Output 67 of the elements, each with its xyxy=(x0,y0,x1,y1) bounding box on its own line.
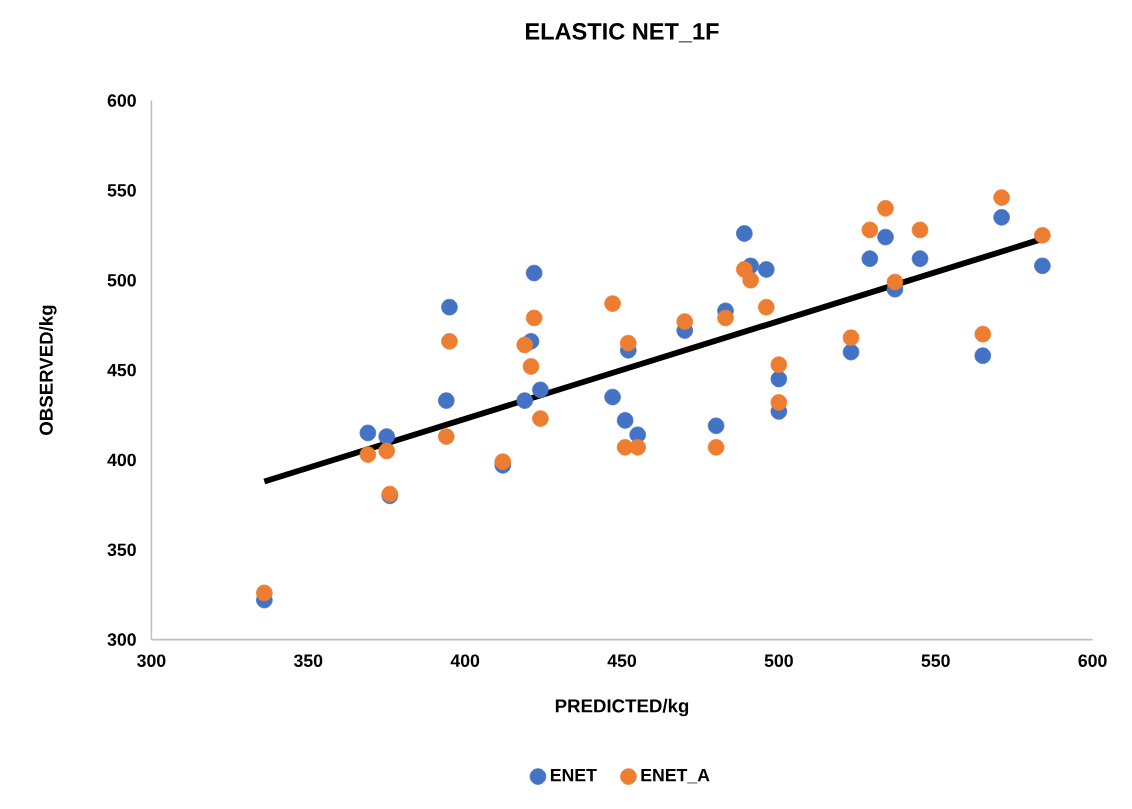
point xyxy=(770,394,788,411)
point xyxy=(438,392,455,409)
point xyxy=(861,250,879,267)
point xyxy=(629,438,646,456)
point xyxy=(974,347,992,364)
point xyxy=(770,356,788,373)
point xyxy=(676,313,694,330)
point xyxy=(525,309,543,327)
point xyxy=(256,584,273,602)
point xyxy=(438,428,455,445)
point xyxy=(842,343,860,361)
point xyxy=(441,298,458,316)
x-tick-label: 400 xyxy=(450,654,480,667)
point xyxy=(604,295,621,312)
point xyxy=(359,424,377,442)
chart-title: ELASTIC NET_1F xyxy=(526,22,719,43)
point xyxy=(1034,257,1051,275)
point xyxy=(886,273,904,291)
point xyxy=(494,453,512,470)
point xyxy=(532,381,549,399)
point xyxy=(717,309,734,327)
point xyxy=(758,298,775,316)
y-tick-label: 500 xyxy=(107,273,136,287)
y-tick-label: 600 xyxy=(107,94,136,107)
point xyxy=(911,221,929,239)
point xyxy=(604,388,621,406)
point xyxy=(441,332,458,350)
point xyxy=(842,329,860,346)
point xyxy=(522,358,540,375)
point xyxy=(378,442,395,460)
point xyxy=(616,412,634,429)
y-tick-label: 450 xyxy=(107,363,136,377)
x-tick-label: 450 xyxy=(607,654,637,667)
point xyxy=(877,228,894,246)
y-tick-label: 400 xyxy=(107,453,136,467)
y-tick-label: 350 xyxy=(107,543,136,556)
x-tick-label: 600 xyxy=(1078,654,1107,667)
point xyxy=(877,199,894,217)
point xyxy=(742,271,759,289)
point xyxy=(516,336,534,354)
x-tick-label: 500 xyxy=(764,654,793,667)
point xyxy=(861,221,879,239)
point xyxy=(993,189,1010,206)
x-tick-label: 300 xyxy=(137,654,166,667)
point xyxy=(516,392,534,409)
point xyxy=(359,446,377,463)
point xyxy=(525,264,543,282)
x-tick-label: 550 xyxy=(921,654,950,667)
point xyxy=(378,428,395,445)
point xyxy=(974,325,992,343)
point xyxy=(770,370,788,388)
point xyxy=(993,208,1010,226)
legend-label: ENET xyxy=(550,768,597,782)
point xyxy=(758,261,775,278)
point xyxy=(707,417,725,434)
point xyxy=(619,334,637,352)
point xyxy=(911,250,929,267)
point xyxy=(532,410,549,427)
x-tick-label: 350 xyxy=(293,654,323,667)
point xyxy=(736,225,753,242)
point xyxy=(1034,226,1051,244)
x-axis-title: PREDICTED/kg xyxy=(555,698,689,717)
y-tick-label: 300 xyxy=(107,633,136,646)
point xyxy=(707,438,725,456)
y-tick-label: 550 xyxy=(107,184,136,197)
legend-label: ENET_A xyxy=(641,768,710,784)
y-axis-title: OBSERVED/kg xyxy=(39,305,57,435)
